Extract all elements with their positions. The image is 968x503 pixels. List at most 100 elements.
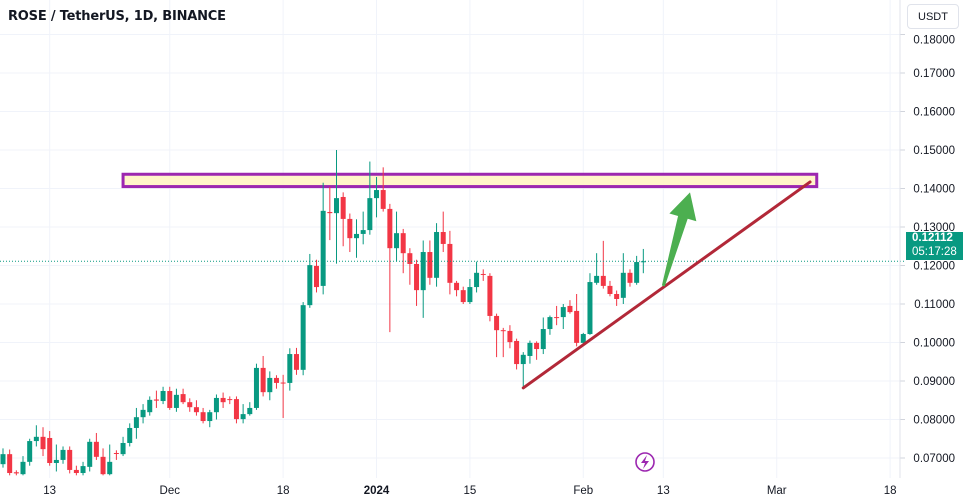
candle xyxy=(233,396,239,424)
candle-body xyxy=(127,427,133,443)
candle-body xyxy=(147,399,153,413)
candle xyxy=(173,388,179,412)
candle xyxy=(587,273,593,335)
candle-body xyxy=(614,293,620,299)
candle xyxy=(634,255,640,285)
candle xyxy=(293,347,299,375)
candle xyxy=(414,259,420,306)
candle-body xyxy=(560,307,566,318)
candle xyxy=(360,211,366,245)
candle-body xyxy=(454,282,460,291)
candle xyxy=(440,211,446,253)
candle xyxy=(600,240,606,289)
candle-body xyxy=(574,310,580,343)
candle-body xyxy=(467,287,473,303)
y-tick-label: 0.07000 xyxy=(913,453,955,465)
candle-body xyxy=(500,330,506,332)
candle xyxy=(480,269,486,281)
x-tick-label: 18 xyxy=(277,485,290,497)
candle-body xyxy=(520,354,526,365)
candle-body xyxy=(247,407,253,415)
candle xyxy=(514,338,520,370)
annotations[interactable] xyxy=(0,180,905,390)
candle-body xyxy=(534,342,540,350)
candle xyxy=(0,448,6,468)
candle-body xyxy=(460,290,466,303)
candle-body xyxy=(634,262,640,283)
candle xyxy=(367,161,373,235)
candle xyxy=(267,371,273,401)
candle xyxy=(594,253,600,285)
candle-body xyxy=(387,208,393,249)
candle xyxy=(80,461,86,476)
candle-body xyxy=(354,233,360,239)
candle xyxy=(307,253,313,308)
candle-body xyxy=(547,317,553,330)
candle xyxy=(253,363,259,410)
support-trendline[interactable] xyxy=(521,180,812,390)
candle-body xyxy=(153,399,159,401)
candle xyxy=(287,348,293,391)
symbol-title[interactable]: ROSE / TetherUS, 1D, BINANCE xyxy=(8,9,226,24)
candle-body xyxy=(360,230,366,234)
candle xyxy=(387,203,393,333)
candle-body xyxy=(40,436,46,450)
candle-body xyxy=(7,454,13,474)
candle xyxy=(574,293,580,347)
x-tick-label: 15 xyxy=(464,485,477,497)
candle-body xyxy=(100,456,106,475)
y-tick-label: 0.17000 xyxy=(913,68,955,80)
candle xyxy=(567,300,573,314)
candle xyxy=(273,375,279,389)
candle-body xyxy=(507,330,513,343)
candle xyxy=(547,315,553,335)
lightning-icon[interactable] xyxy=(635,452,655,472)
candle xyxy=(580,332,586,345)
candle-body xyxy=(440,232,446,244)
candle xyxy=(500,327,506,358)
candle xyxy=(240,404,246,424)
candle-body xyxy=(313,265,319,288)
candle xyxy=(340,192,346,247)
candle-body xyxy=(93,441,99,457)
candle-body xyxy=(220,397,226,403)
price-axis[interactable]: 0.07000 0.08000 0.09000 0.10000 0.11000 0.120… xyxy=(899,0,955,478)
x-tick-label: 18 xyxy=(884,485,897,497)
candle xyxy=(133,407,139,439)
candle xyxy=(140,404,146,424)
candle xyxy=(520,352,526,388)
candle xyxy=(394,211,400,262)
x-tick-label: 13 xyxy=(43,485,56,497)
candle-body xyxy=(140,409,146,418)
candle xyxy=(560,304,566,330)
candle-body xyxy=(120,442,126,455)
candle xyxy=(334,150,339,264)
candle-body xyxy=(567,305,573,313)
candle-body xyxy=(620,272,626,298)
candle xyxy=(107,444,113,476)
candle xyxy=(527,340,533,364)
candle xyxy=(300,302,306,376)
candle-body xyxy=(367,198,373,231)
resistance-zone-rect[interactable] xyxy=(121,172,819,189)
candle xyxy=(213,394,219,420)
candle-body xyxy=(494,315,500,331)
candle-body xyxy=(273,377,279,383)
time-axis[interactable]: 13 Dec 18 2024 15 Feb 13 Mar 18 xyxy=(43,485,896,497)
candle-body xyxy=(107,461,113,475)
candle-body xyxy=(300,305,306,370)
candle-body xyxy=(60,449,66,460)
candle-body xyxy=(87,441,93,467)
candle xyxy=(434,223,440,287)
candle-body xyxy=(207,412,213,422)
candle-body xyxy=(180,394,186,403)
candle xyxy=(380,167,386,212)
resistance-zone[interactable] xyxy=(121,172,819,189)
candle xyxy=(347,213,353,253)
currency-button[interactable]: USDT xyxy=(907,4,959,29)
y-tick-label: 0.09000 xyxy=(913,376,955,388)
candle xyxy=(374,176,380,218)
up-arrow[interactable] xyxy=(661,192,697,287)
candle-body xyxy=(240,414,246,420)
